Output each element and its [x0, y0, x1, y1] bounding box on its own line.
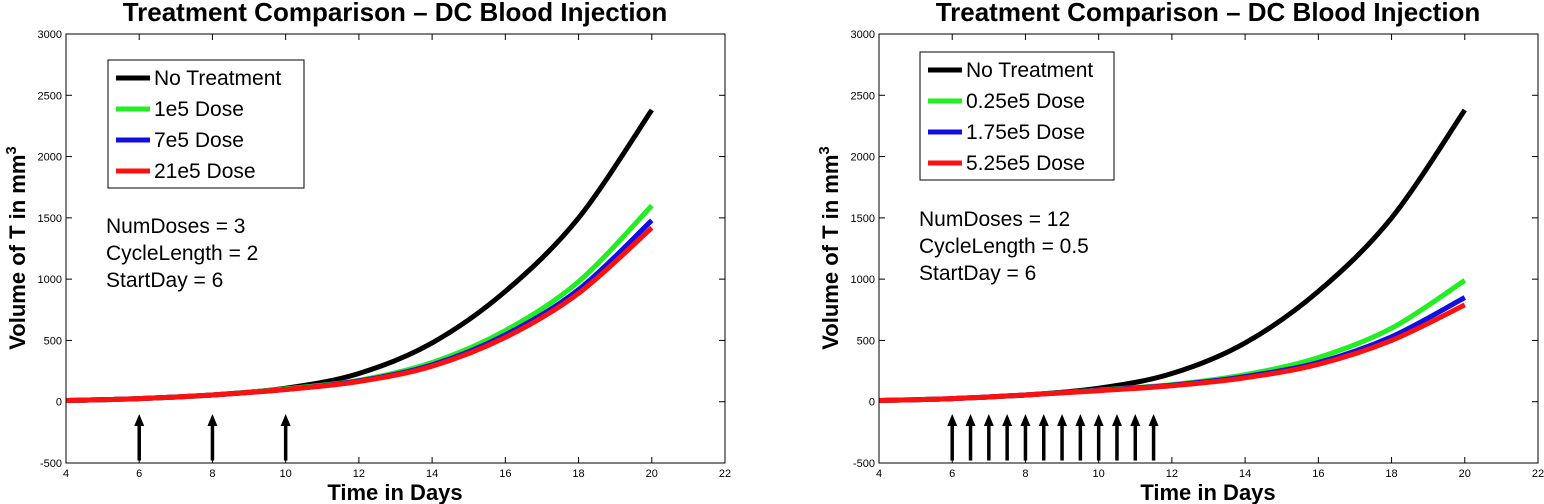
x-axis-label: Time in Days: [327, 480, 462, 504]
y-tick-label: 2000: [38, 152, 62, 164]
y-tick-label: 500: [44, 335, 62, 347]
y-tick-label: 1000: [851, 274, 875, 286]
x-tick-label: 4: [63, 468, 69, 480]
annotation-text: CycleLength = 2: [106, 242, 258, 265]
legend-box: [919, 51, 1115, 181]
y-tick-label: 3000: [38, 29, 62, 41]
dose-arrow: [1075, 413, 1086, 461]
x-tick-label: 14: [1239, 468, 1251, 480]
series-line-5-25e5-dose: [878, 302, 1466, 403]
legend-label: 1.75e5 Dose: [966, 121, 1085, 144]
chart-title: Treatment Comparison – DC Blood Injectio…: [123, 0, 668, 27]
axes-box: [65, 33, 726, 464]
dose-arrow: [1093, 413, 1104, 461]
dose-arrow: [1130, 413, 1141, 461]
legend-box: [107, 59, 305, 189]
x-tick-label: 4: [876, 468, 882, 480]
y-axis-label: Volume of T in mm3: [816, 146, 843, 350]
legend-label: No Treatment: [966, 59, 1093, 82]
x-tick-label: 22: [1532, 468, 1544, 480]
x-tick-label: 20: [646, 468, 658, 480]
x-tick-label: 8: [209, 468, 215, 480]
dose-arrow: [1020, 413, 1031, 461]
y-tick-label: 1000: [38, 274, 62, 286]
x-tick-label: 18: [1385, 468, 1397, 480]
dose-arrow: [280, 413, 291, 461]
legend-label: 7e5 Dose: [154, 129, 244, 152]
y-tick-label: 1500: [851, 213, 875, 225]
x-tick-label: 14: [426, 468, 438, 480]
dose-arrow: [947, 413, 958, 461]
x-tick-label: 6: [949, 468, 955, 480]
x-tick-label: 22: [719, 468, 731, 480]
x-tick-label: 12: [353, 468, 365, 480]
x-tick-label: 6: [136, 468, 142, 480]
dose-arrow: [1002, 413, 1013, 461]
x-axis-label: Time in Days: [1140, 480, 1275, 504]
legend-label: 5.25e5 Dose: [966, 152, 1085, 175]
dose-arrow: [983, 413, 994, 461]
annotation-text: StartDay = 6: [919, 262, 1036, 285]
x-tick-label: 10: [280, 468, 292, 480]
dose-arrow: [207, 413, 218, 461]
series-line-21e5-dose: [65, 225, 654, 403]
y-tick-label: 500: [857, 335, 875, 347]
legend-label: 1e5 Dose: [154, 98, 244, 121]
y-tick-label: 3000: [851, 29, 875, 41]
chart-title: Treatment Comparison – DC Blood Injectio…: [936, 0, 1481, 27]
annotation-text: NumDoses = 3: [106, 215, 245, 238]
x-tick-label: 16: [1312, 468, 1324, 480]
dose-arrow: [1111, 413, 1122, 461]
x-tick-label: 16: [499, 468, 511, 480]
x-tick-label: 12: [1166, 468, 1178, 480]
x-tick-label: 8: [1022, 468, 1028, 480]
chart-panel-right: Treatment Comparison – DC Blood Injectio…: [816, 0, 1544, 504]
y-tick-label: -500: [40, 458, 62, 470]
y-axis-label: Volume of T in mm3: [3, 146, 30, 350]
y-tick-label: 2500: [851, 90, 875, 102]
y-tick-label: 0: [869, 397, 875, 409]
legend-label: No Treatment: [154, 67, 281, 90]
annotation-text: NumDoses = 12: [919, 208, 1070, 231]
x-tick-label: 18: [572, 468, 584, 480]
axes-box: [878, 33, 1539, 464]
y-tick-label: 2500: [38, 90, 62, 102]
dose-arrow: [1038, 413, 1049, 461]
annotation-text: StartDay = 6: [106, 269, 223, 292]
dose-arrow: [1057, 413, 1068, 461]
y-tick-label: 0: [56, 397, 62, 409]
x-tick-label: 10: [1093, 468, 1105, 480]
dose-arrow: [1148, 413, 1159, 461]
chart-panel-left: Treatment Comparison – DC Blood Injectio…: [3, 0, 731, 504]
dose-arrow: [965, 413, 976, 461]
annotation-text: CycleLength = 0.5: [919, 235, 1089, 258]
legend-label: 0.25e5 Dose: [966, 90, 1085, 113]
y-tick-label: 2000: [851, 152, 875, 164]
dose-arrow: [134, 413, 145, 461]
y-tick-label: -500: [853, 458, 875, 470]
legend-label: 21e5 Dose: [154, 160, 256, 183]
x-tick-label: 20: [1459, 468, 1471, 480]
y-tick-label: 1500: [38, 213, 62, 225]
